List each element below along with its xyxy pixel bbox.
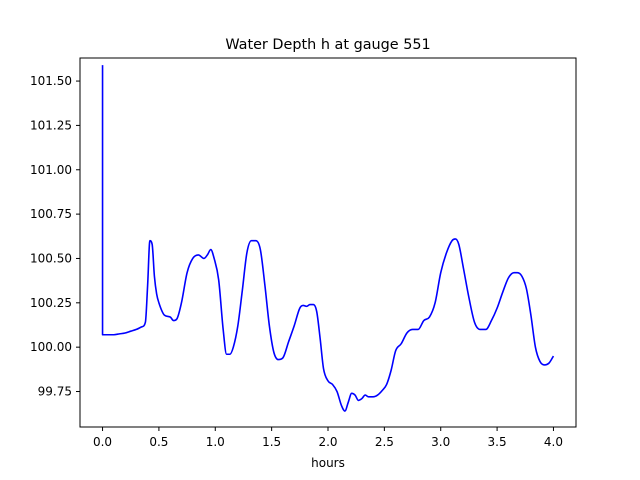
- x-tick-label: 1.5: [262, 435, 281, 449]
- y-tick-label: 100.50: [30, 251, 72, 265]
- y-tick-label: 100.00: [30, 340, 72, 354]
- y-tick-label: 101.00: [30, 163, 72, 177]
- y-tick-label: 99.75: [38, 385, 72, 399]
- series-layer: [101, 65, 555, 412]
- chart-title: Water Depth h at gauge 551: [225, 37, 430, 53]
- y-tick-label: 101.50: [30, 74, 72, 88]
- y-tick-label: 100.75: [30, 207, 72, 221]
- axes-frame: [79, 57, 577, 428]
- y-axis-ticks: 99.75 100.00 100.25 100.50 100.75 101.00 101.2…: [30, 74, 80, 399]
- x-tick-label: 0.0: [93, 435, 112, 449]
- x-axis-label: hours: [311, 456, 345, 470]
- plot-area: [80, 58, 576, 427]
- x-tick-label: 2.5: [375, 435, 394, 449]
- y-tick-label: 101.25: [30, 118, 72, 132]
- x-tick-label: 1.0: [206, 435, 225, 449]
- x-tick-label: 0.5: [149, 435, 168, 449]
- y-tick-label: 100.25: [30, 296, 72, 310]
- x-tick-label: 3.5: [488, 435, 507, 449]
- axes-background: [80, 58, 576, 427]
- x-axis-ticks: 0.0 0.5 1.0 1.5 2.0 2.5 3.0 3.5 4.0: [93, 427, 563, 449]
- series-line-0: [101, 65, 555, 412]
- x-tick-label: 2.0: [318, 435, 337, 449]
- x-tick-label: 4.0: [544, 435, 563, 449]
- x-tick-label: 3.0: [431, 435, 450, 449]
